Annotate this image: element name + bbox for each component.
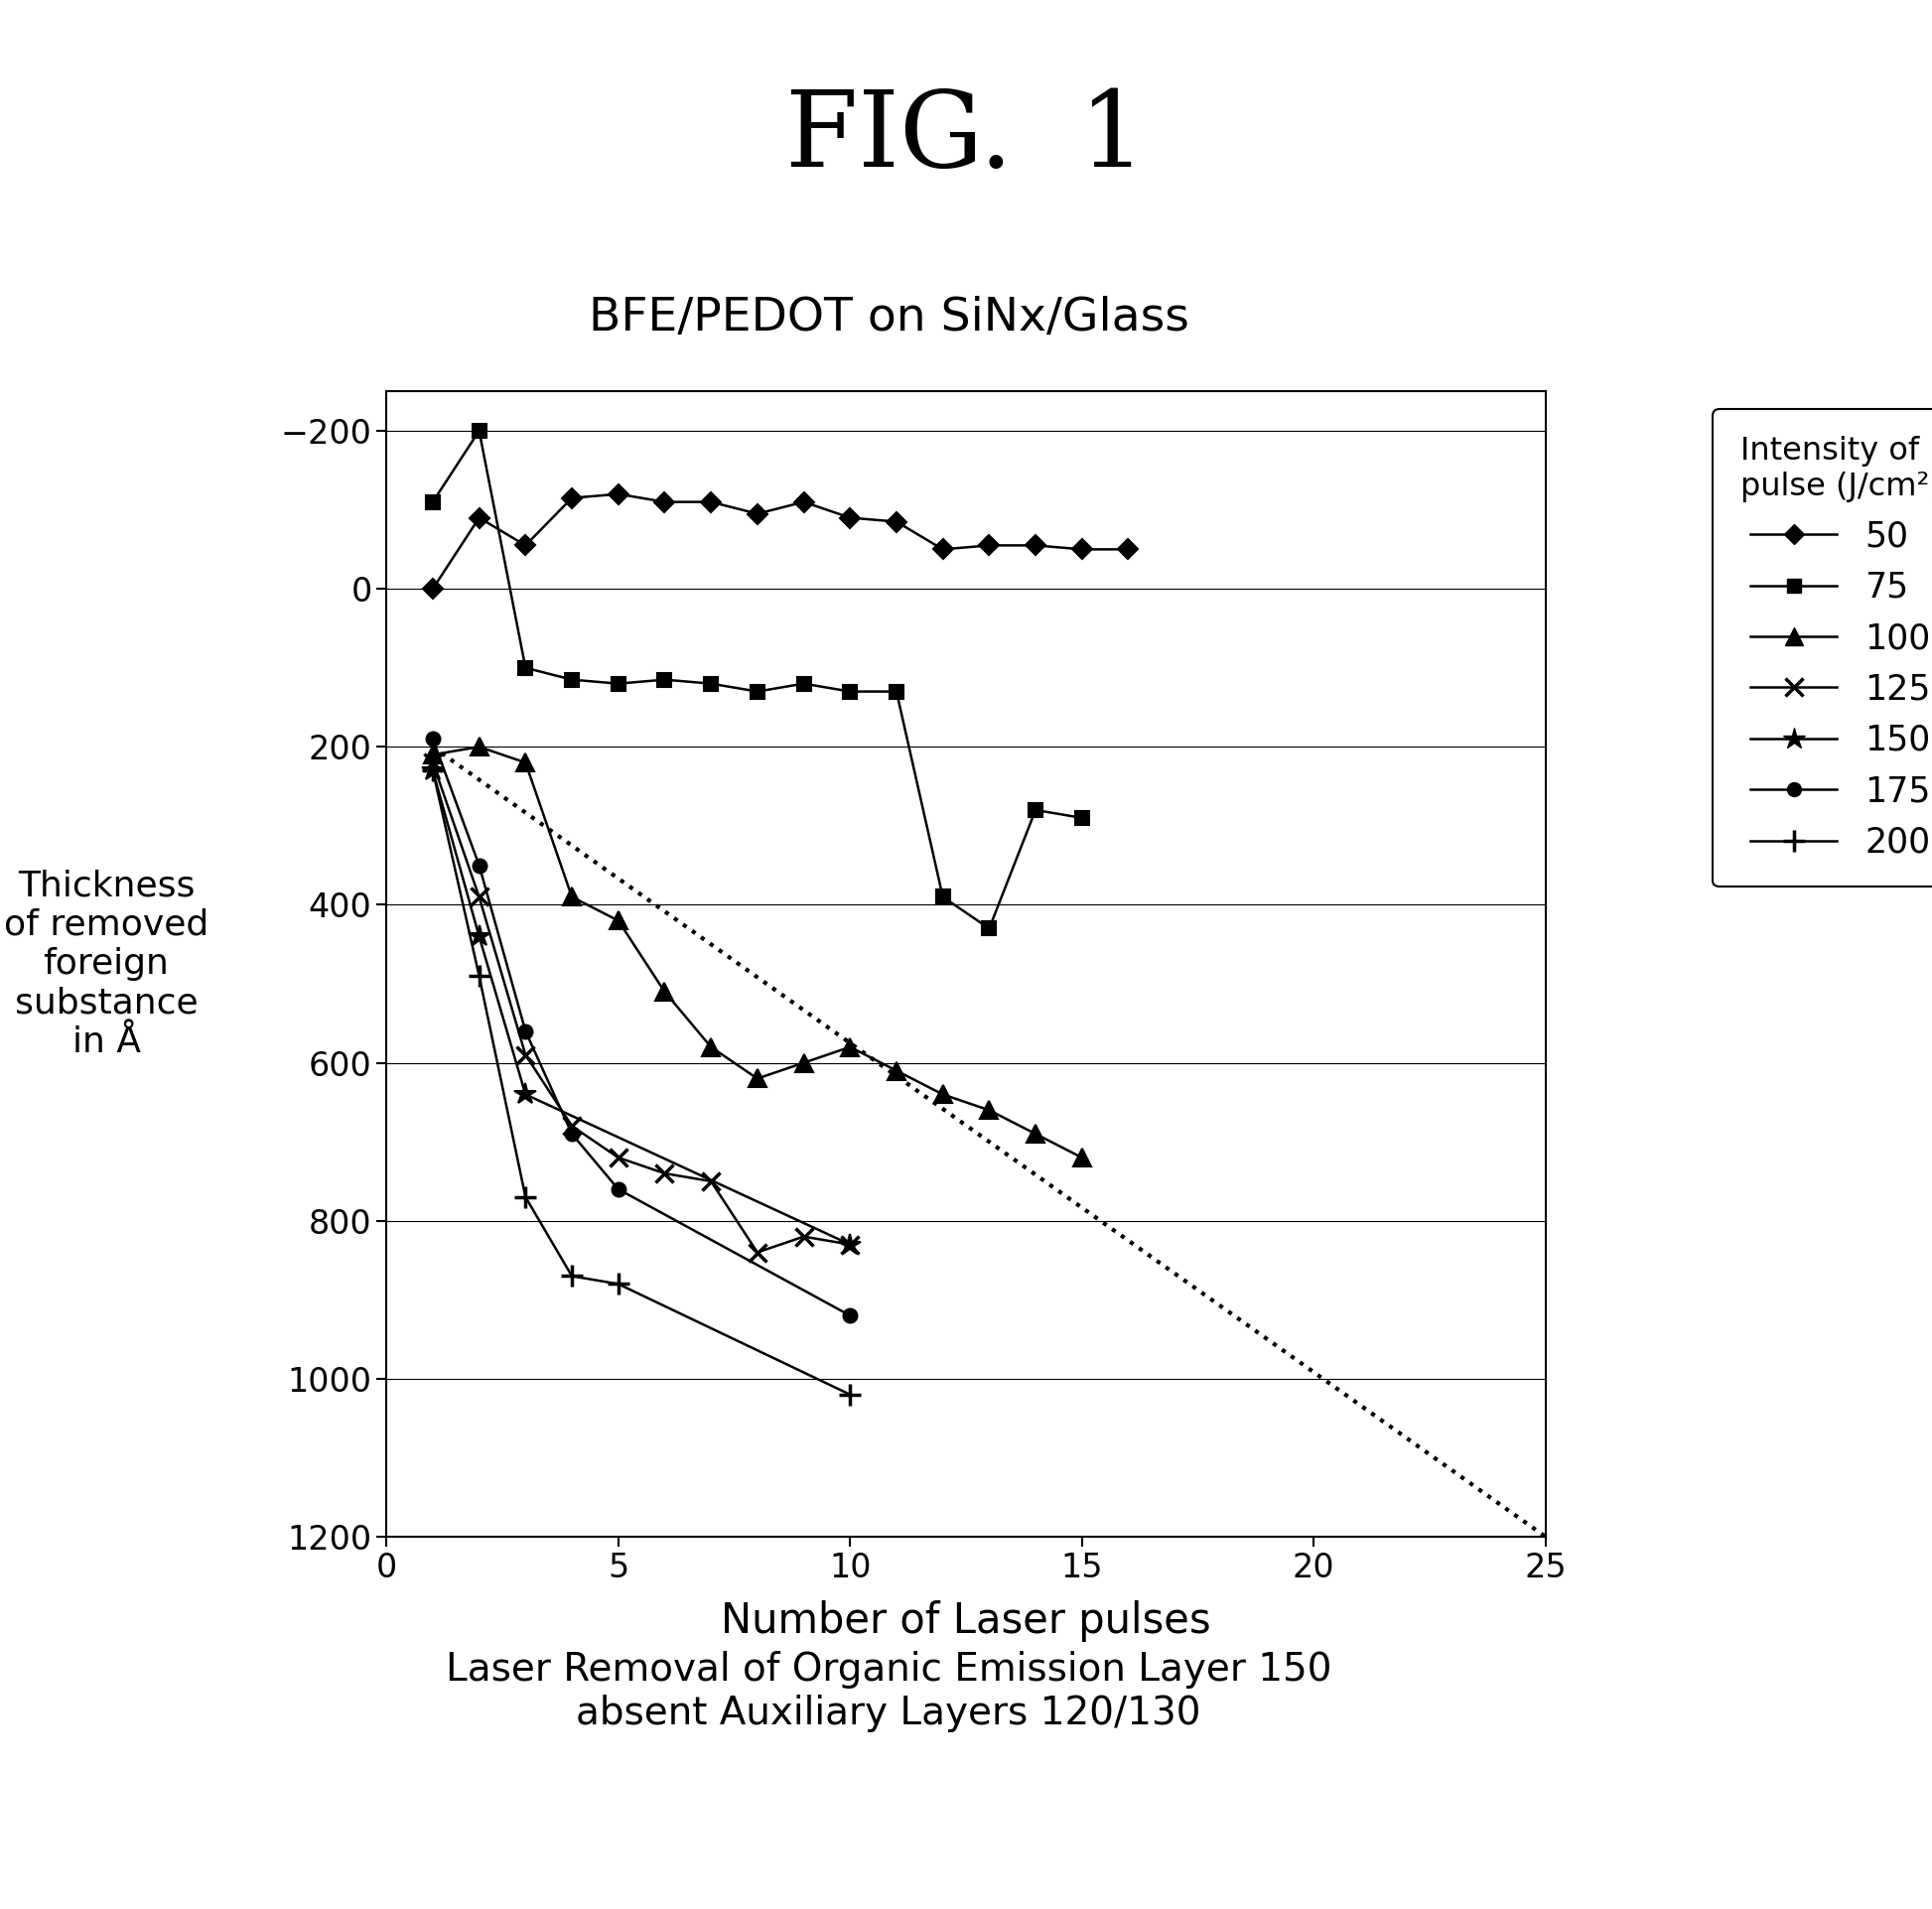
75 — [746, 680, 769, 703]
125 — [560, 1115, 583, 1138]
50 — [653, 491, 676, 514]
175 — [468, 853, 491, 876]
Line: 125: 125 — [423, 754, 860, 1262]
100 — [1070, 1145, 1094, 1168]
75 — [607, 672, 630, 695]
125 — [607, 1145, 630, 1168]
75 — [1070, 806, 1094, 829]
Line: 75: 75 — [425, 424, 1090, 935]
100 — [885, 1059, 908, 1082]
Text: FIG.  1: FIG. 1 — [786, 86, 1146, 189]
50 — [1070, 538, 1094, 561]
75 — [468, 420, 491, 443]
Text: Thickness
of removed
foreign
substance
in Å: Thickness of removed foreign substance i… — [4, 869, 209, 1059]
50 — [421, 577, 444, 599]
Line: 200: 200 — [421, 760, 862, 1405]
100 — [746, 1067, 769, 1090]
100 — [931, 1082, 954, 1105]
50 — [514, 535, 537, 557]
175 — [514, 1019, 537, 1042]
150 — [838, 1233, 862, 1256]
150 — [421, 760, 444, 783]
50 — [746, 502, 769, 525]
125 — [514, 1044, 537, 1067]
100 — [1024, 1122, 1047, 1145]
X-axis label: Number of Laser pulses: Number of Laser pulses — [721, 1600, 1211, 1642]
50 — [978, 535, 1001, 557]
125 — [838, 1233, 862, 1256]
75 — [560, 668, 583, 691]
125 — [653, 1163, 676, 1185]
50 — [792, 491, 815, 514]
50 — [931, 538, 954, 561]
Line: 175: 175 — [425, 731, 858, 1323]
Line: 50: 50 — [425, 487, 1136, 596]
75 — [885, 680, 908, 703]
75 — [792, 672, 815, 695]
125 — [699, 1170, 723, 1193]
100 — [838, 1035, 862, 1058]
50 — [838, 506, 862, 529]
75 — [931, 886, 954, 909]
175 — [838, 1304, 862, 1327]
50 — [1117, 538, 1140, 561]
200 — [514, 1185, 537, 1208]
200 — [838, 1384, 862, 1407]
Text: Laser Removal of Organic Emission Layer 150
absent Auxiliary Layers 120/130: Laser Removal of Organic Emission Layer … — [446, 1651, 1331, 1733]
175 — [607, 1178, 630, 1201]
100 — [653, 979, 676, 1002]
Text: BFE/PEDOT on SiNx/Glass: BFE/PEDOT on SiNx/Glass — [589, 296, 1188, 340]
125 — [792, 1226, 815, 1248]
175 — [560, 1122, 583, 1145]
50 — [1024, 535, 1047, 557]
100 — [421, 743, 444, 766]
100 — [468, 735, 491, 758]
100 — [607, 909, 630, 932]
Legend: 50, 75, 100, 125, 150, 175, 200: 50, 75, 100, 125, 150, 175, 200 — [1712, 409, 1932, 888]
200 — [421, 760, 444, 783]
50 — [560, 487, 583, 510]
100 — [978, 1100, 1001, 1122]
50 — [607, 483, 630, 506]
75 — [421, 491, 444, 514]
75 — [699, 672, 723, 695]
75 — [514, 657, 537, 680]
125 — [746, 1241, 769, 1264]
175 — [421, 727, 444, 750]
Line: 100: 100 — [423, 739, 1092, 1166]
50 — [885, 510, 908, 533]
Line: 150: 150 — [421, 760, 862, 1256]
75 — [978, 916, 1001, 939]
200 — [560, 1264, 583, 1287]
50 — [699, 491, 723, 514]
100 — [699, 1035, 723, 1058]
50 — [468, 506, 491, 529]
100 — [560, 886, 583, 909]
75 — [1024, 798, 1047, 821]
75 — [838, 680, 862, 703]
125 — [421, 750, 444, 773]
100 — [792, 1052, 815, 1075]
125 — [468, 886, 491, 909]
150 — [468, 926, 491, 949]
200 — [468, 964, 491, 987]
100 — [514, 750, 537, 773]
150 — [514, 1082, 537, 1105]
200 — [607, 1273, 630, 1296]
75 — [653, 668, 676, 691]
